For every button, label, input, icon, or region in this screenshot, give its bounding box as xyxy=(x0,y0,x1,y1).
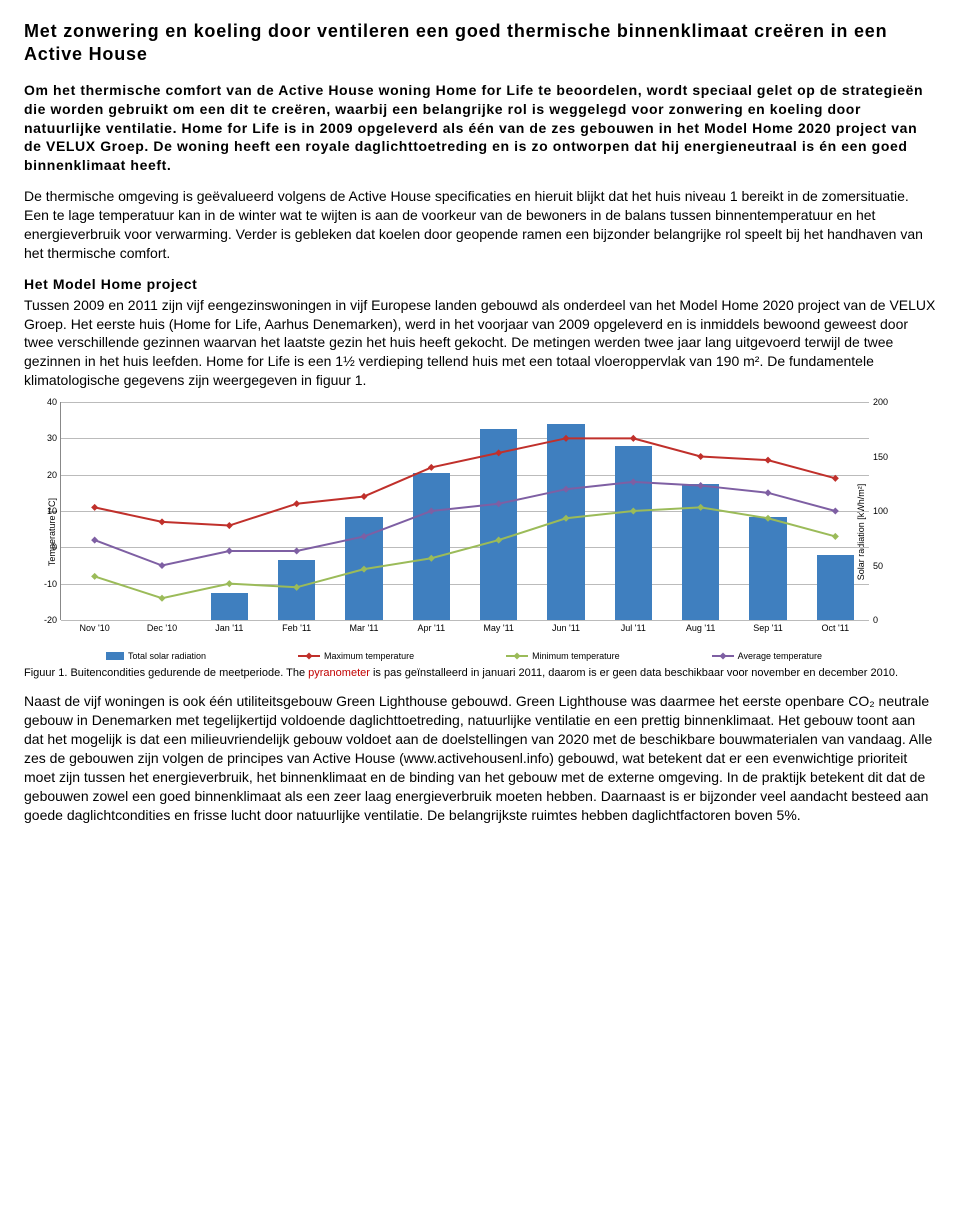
x-tick: Dec '10 xyxy=(147,622,177,634)
y-tick-right: 200 xyxy=(873,396,897,408)
y-tick-left: 0 xyxy=(37,541,57,553)
legend-swatch-line xyxy=(298,655,320,657)
y-tick-left: 20 xyxy=(37,469,57,481)
legend-label: Average temperature xyxy=(738,650,822,662)
chart-legend: Total solar radiation Maximum temperature… xyxy=(60,650,868,662)
y-tick-left: -20 xyxy=(37,614,57,626)
legend-label: Minimum temperature xyxy=(532,650,620,662)
y-tick-right: 50 xyxy=(873,560,897,572)
y-tick-right: 0 xyxy=(873,614,897,626)
x-tick: Apr '11 xyxy=(418,622,446,634)
x-tick: Oct '11 xyxy=(822,622,850,634)
legend-label: Maximum temperature xyxy=(324,650,414,662)
x-tick: Mar '11 xyxy=(349,622,378,634)
x-tick: Jul '11 xyxy=(621,622,646,634)
gridline xyxy=(61,620,869,621)
paragraph-4: Naast de vijf woningen is ook één utilit… xyxy=(24,692,936,824)
x-tick: May '11 xyxy=(483,622,514,634)
chart-lines xyxy=(61,402,869,620)
paragraph-2: De thermische omgeving is geëvalueerd vo… xyxy=(24,187,936,263)
y-tick-left: 40 xyxy=(37,396,57,408)
x-tick: Sep '11 xyxy=(753,622,783,634)
x-tick: Feb '11 xyxy=(282,622,311,634)
legend-item: Average temperature xyxy=(712,650,822,662)
y-tick-left: -10 xyxy=(37,578,57,590)
figure-1-chart: Temperature [°C] Solar radiation [kWh/m²… xyxy=(24,402,904,662)
paragraph-3: Tussen 2009 en 2011 zijn vijf eengezinsw… xyxy=(24,296,936,390)
pyranometer-word: pyranometer xyxy=(308,667,370,679)
legend-swatch-bar xyxy=(106,652,124,660)
legend-swatch-line xyxy=(506,655,528,657)
x-tick: Jan '11 xyxy=(215,622,243,634)
page-title: Met zonwering en koeling door ventileren… xyxy=(24,20,936,67)
legend-label: Total solar radiation xyxy=(128,650,206,662)
legend-item: Minimum temperature xyxy=(506,650,620,662)
legend-item: Maximum temperature xyxy=(298,650,414,662)
x-tick: Nov '10 xyxy=(80,622,110,634)
legend-item: Total solar radiation xyxy=(106,650,206,662)
section-heading: Het Model Home project xyxy=(24,275,936,294)
figure-1-caption: Figuur 1. Buitencondities gedurende de m… xyxy=(24,666,936,680)
y-tick-right: 100 xyxy=(873,505,897,517)
y-tick-left: 30 xyxy=(37,432,57,444)
x-tick: Jun '11 xyxy=(552,622,580,634)
x-tick: Aug '11 xyxy=(686,622,716,634)
legend-swatch-line xyxy=(712,655,734,657)
y-tick-left: 10 xyxy=(37,505,57,517)
intro-paragraph: Om het thermische comfort van de Active … xyxy=(24,81,936,175)
y-tick-right: 150 xyxy=(873,451,897,463)
